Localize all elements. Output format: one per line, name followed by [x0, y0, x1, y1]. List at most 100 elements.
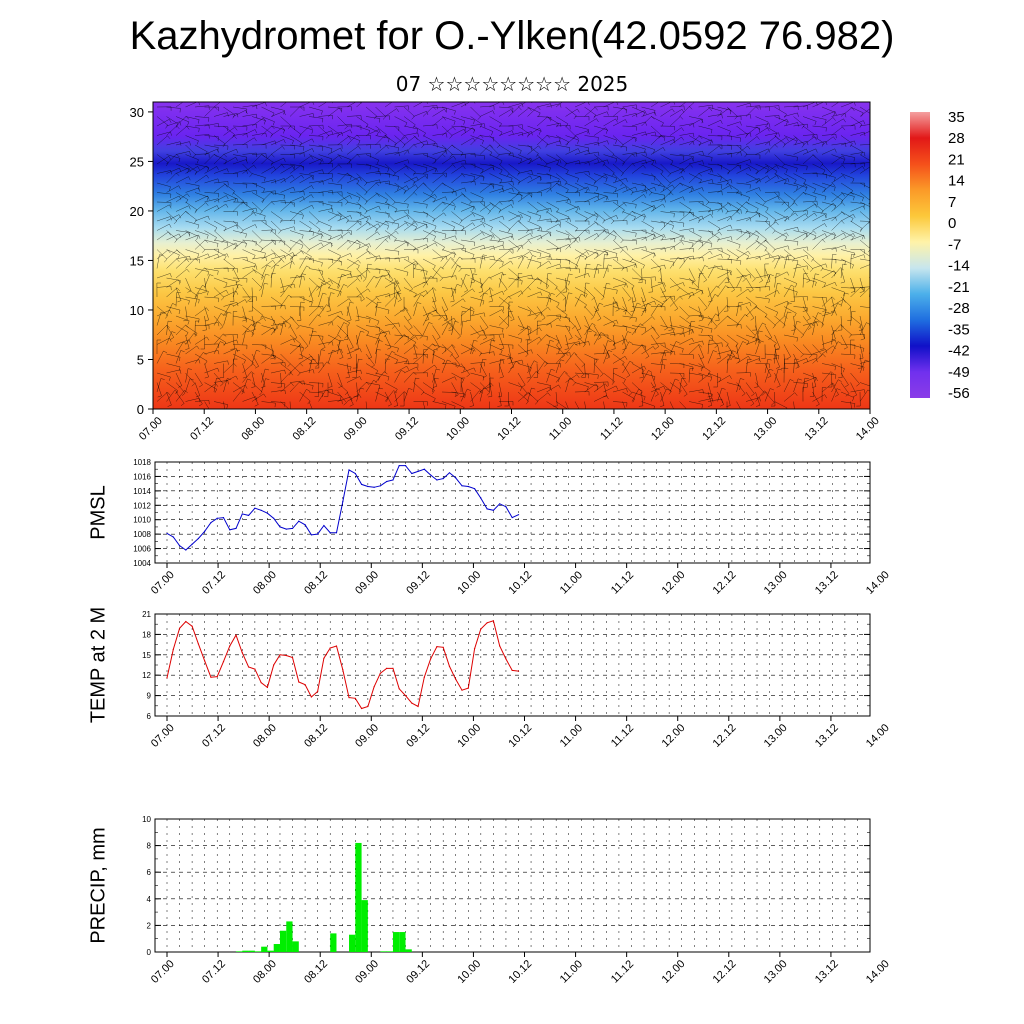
- precip-xtick-label: 09.00: [353, 958, 381, 986]
- pmsl-point: [285, 528, 287, 530]
- pmsl-point: [436, 479, 438, 481]
- pmsl-point: [166, 532, 168, 535]
- temp-ytick-label: 6: [147, 712, 152, 721]
- precip-bar: [399, 932, 406, 952]
- pmsl-xtick-label: 09.12: [404, 569, 432, 597]
- precip-bar: [279, 930, 287, 952]
- heatmap-xtick-label: 11.12: [598, 415, 625, 442]
- heatmap-xtick-label: 14.00: [854, 415, 882, 443]
- temp-point: [467, 687, 469, 689]
- pmsl-ytick-label: 1012: [133, 501, 151, 510]
- temp-point: [229, 645, 231, 647]
- temp-point: [185, 620, 187, 623]
- pmsl-point: [216, 517, 218, 519]
- pmsl-point: [499, 503, 501, 505]
- temp-point: [492, 620, 494, 622]
- temp-point: [379, 672, 382, 674]
- pmsl-ytick-label: 1018: [133, 458, 151, 467]
- temp-xtick-label: 13.00: [762, 722, 790, 750]
- precip-bar: [361, 900, 368, 952]
- pmsl-point: [266, 512, 269, 514]
- precip-bar: [380, 951, 387, 952]
- precip-bar: [267, 950, 274, 952]
- precip-bar: [405, 949, 412, 952]
- temp-ytick-label: 15: [142, 651, 151, 660]
- pmsl-point: [467, 485, 469, 488]
- pmsl-point: [229, 529, 231, 531]
- pmsl-point: [335, 532, 338, 534]
- chart-subtitle: 07 ☆☆☆☆☆☆☆☆ 2025: [395, 72, 629, 96]
- heatmap-xtick-label: 09.12: [393, 415, 421, 443]
- pmsl-point: [404, 465, 407, 467]
- temp-point: [191, 625, 193, 627]
- temp-point: [480, 628, 482, 630]
- pmsl-point: [448, 472, 451, 474]
- temp-point: [360, 707, 363, 710]
- colorbar-label: 21: [948, 151, 965, 168]
- temp-point: [404, 695, 407, 697]
- temp-point: [342, 669, 344, 671]
- pmsl-xtick-label: 08.00: [251, 569, 279, 597]
- temp-point: [172, 648, 174, 650]
- precip-xtick-label: 08.12: [302, 958, 330, 986]
- pmsl-point: [430, 474, 432, 476]
- precip-bar: [254, 951, 262, 952]
- colorbar-label: -35: [948, 321, 970, 338]
- precip-bar: [386, 951, 393, 952]
- precip-bar: [330, 933, 337, 952]
- precip-bar: [242, 950, 249, 952]
- pmsl-ytick-label: 1016: [133, 472, 151, 481]
- temp-point: [323, 657, 325, 659]
- temp-point: [398, 688, 400, 690]
- precip-xtick-label: 11.12: [609, 958, 636, 985]
- precip-bar: [392, 932, 400, 952]
- pmsl-ytick-label: 1010: [133, 516, 151, 525]
- heatmap-ytick-label: 15: [130, 253, 144, 268]
- temp-point: [178, 627, 181, 629]
- pmsl-ytick-label: 1004: [133, 559, 151, 568]
- precip-bar: [349, 934, 356, 952]
- pmsl-point: [329, 532, 331, 534]
- pmsl-point: [411, 472, 413, 475]
- pmsl-point: [373, 486, 375, 488]
- pmsl-point: [210, 522, 212, 524]
- temp-point: [210, 676, 212, 678]
- temp-point: [304, 684, 306, 686]
- heatmap-xtick-label: 11.00: [547, 415, 574, 442]
- temp-point: [260, 682, 262, 684]
- pmsl-point: [317, 533, 319, 535]
- pmsl-point: [247, 514, 250, 516]
- pmsl-point: [398, 465, 400, 467]
- heatmap-xtick-label: 08.12: [291, 415, 319, 443]
- colorbar-label: -7: [948, 236, 961, 253]
- pmsl-xtick-label: 07.00: [149, 569, 177, 597]
- pmsl-point: [505, 506, 507, 508]
- pmsl-xtick-label: 14.00: [864, 569, 892, 597]
- temp-point: [392, 667, 394, 670]
- pmsl-point: [455, 477, 457, 479]
- pmsl-point: [367, 485, 369, 488]
- temp-point: [486, 622, 488, 624]
- colorbar-label: -42: [948, 343, 970, 360]
- wind-barbs: [156, 102, 870, 409]
- heatmap-ytick-label: 0: [137, 402, 144, 417]
- temp-point: [317, 690, 319, 693]
- pmsl-point: [172, 536, 174, 538]
- temp-point: [473, 648, 476, 650]
- pmsl-point: [191, 543, 193, 545]
- pmsl-point: [178, 545, 181, 547]
- pmsl-xtick-label: 08.12: [302, 569, 330, 597]
- temp-point: [348, 697, 350, 699]
- precip-ytick-label: 10: [142, 815, 151, 824]
- pmsl-point: [348, 469, 350, 471]
- pmsl-point: [304, 524, 306, 526]
- temp-point: [499, 645, 501, 647]
- temp-point: [442, 646, 444, 648]
- pmsl-point: [241, 513, 243, 515]
- temp-xtick-label: 08.00: [251, 722, 279, 750]
- pmsl-ytick-label: 1008: [133, 530, 151, 539]
- temp-point: [216, 675, 218, 678]
- colorbar-label: -28: [948, 300, 970, 317]
- colorbar-label: 7: [948, 194, 956, 211]
